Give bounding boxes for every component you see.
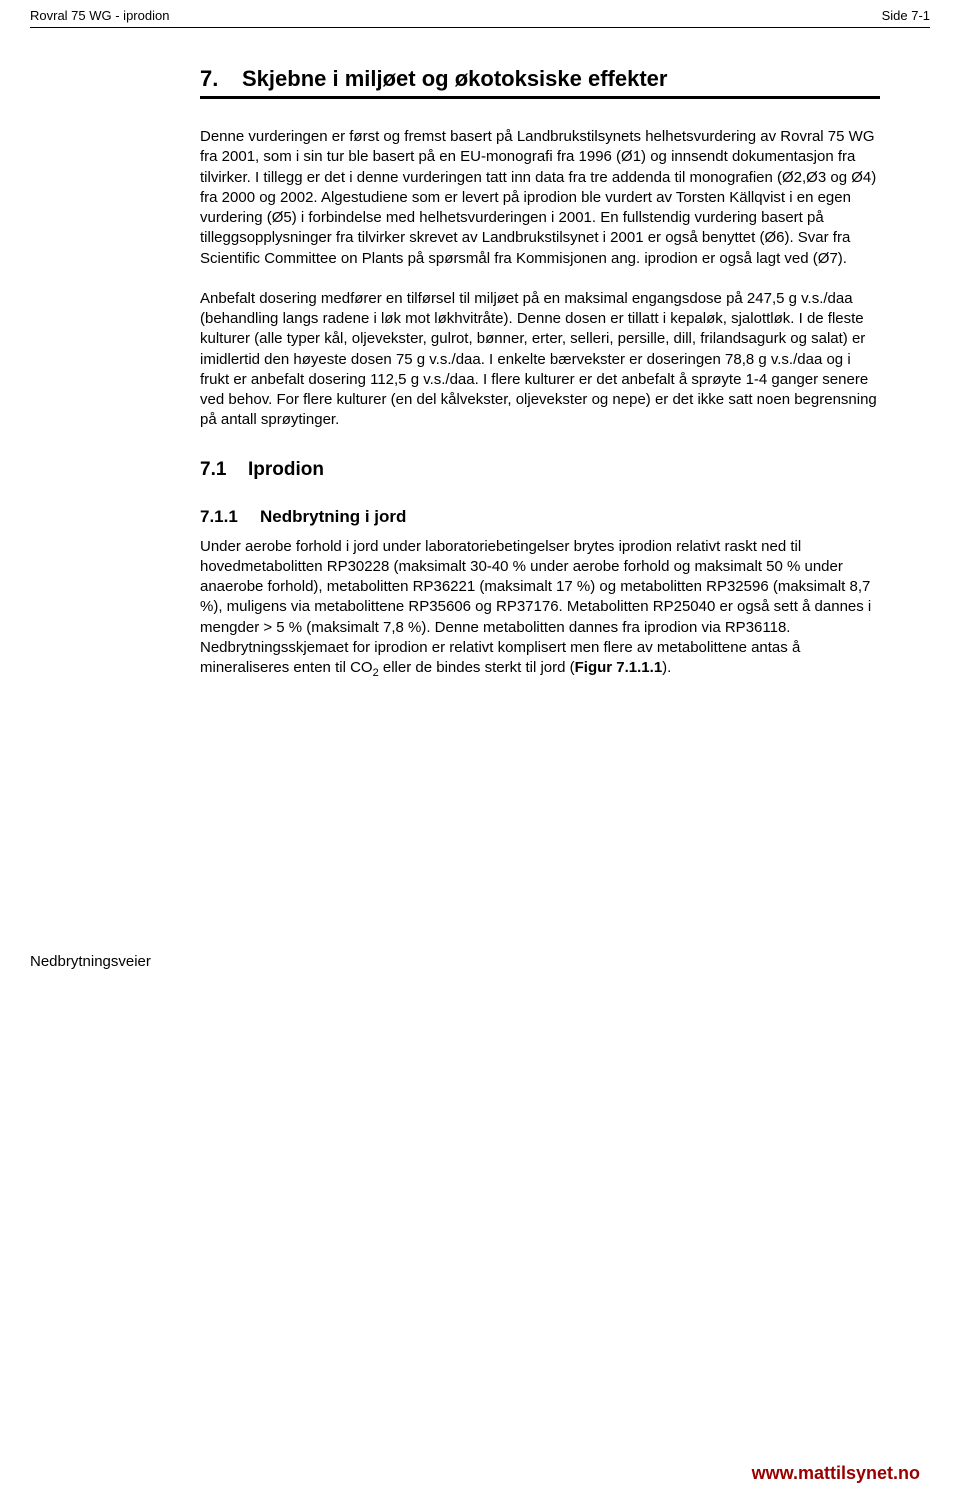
figure-reference: Figur 7.1.1.1 [575,659,663,676]
section-number: 7. [200,66,242,92]
paragraph-2: Anbefalt dosering medfører en tilførsel … [200,289,880,431]
subsection-title: Iprodion [248,459,324,480]
page-header: Rovral 75 WG - iprodion Side 7-1 [0,0,960,27]
header-rule [30,27,930,28]
header-right: Side 7-1 [882,8,930,23]
content-area: 7.Skjebne i miljøet og økotoksiske effek… [0,66,960,681]
p3-after: eller de bindes sterkt til jord ( [379,659,575,676]
section-heading: 7.Skjebne i miljøet og økotoksiske effek… [200,66,880,92]
paragraph-1: Denne vurderingen er først og fremst bas… [200,127,880,269]
subsection-heading: 7.1Iprodion [200,459,880,481]
section-rule [200,96,880,99]
subsubsection-title: Nedbrytning i jord [260,507,406,526]
margin-label: Nedbrytningsveier [30,953,151,970]
paragraph-3: Under aerobe forhold i jord under labora… [200,537,880,681]
p3-before: Under aerobe forhold i jord under labora… [200,538,871,677]
subsubsection-heading: 7.1.1Nedbrytning i jord [200,507,880,527]
p3-tail: ). [662,659,671,676]
subsubsection-number: 7.1.1 [200,507,260,527]
header-left: Rovral 75 WG - iprodion [30,8,169,23]
section-title: Skjebne i miljøet og økotoksiske effekte… [242,66,667,91]
subsection-number: 7.1 [200,459,248,481]
footer-url: www.mattilsynet.no [752,1463,920,1484]
